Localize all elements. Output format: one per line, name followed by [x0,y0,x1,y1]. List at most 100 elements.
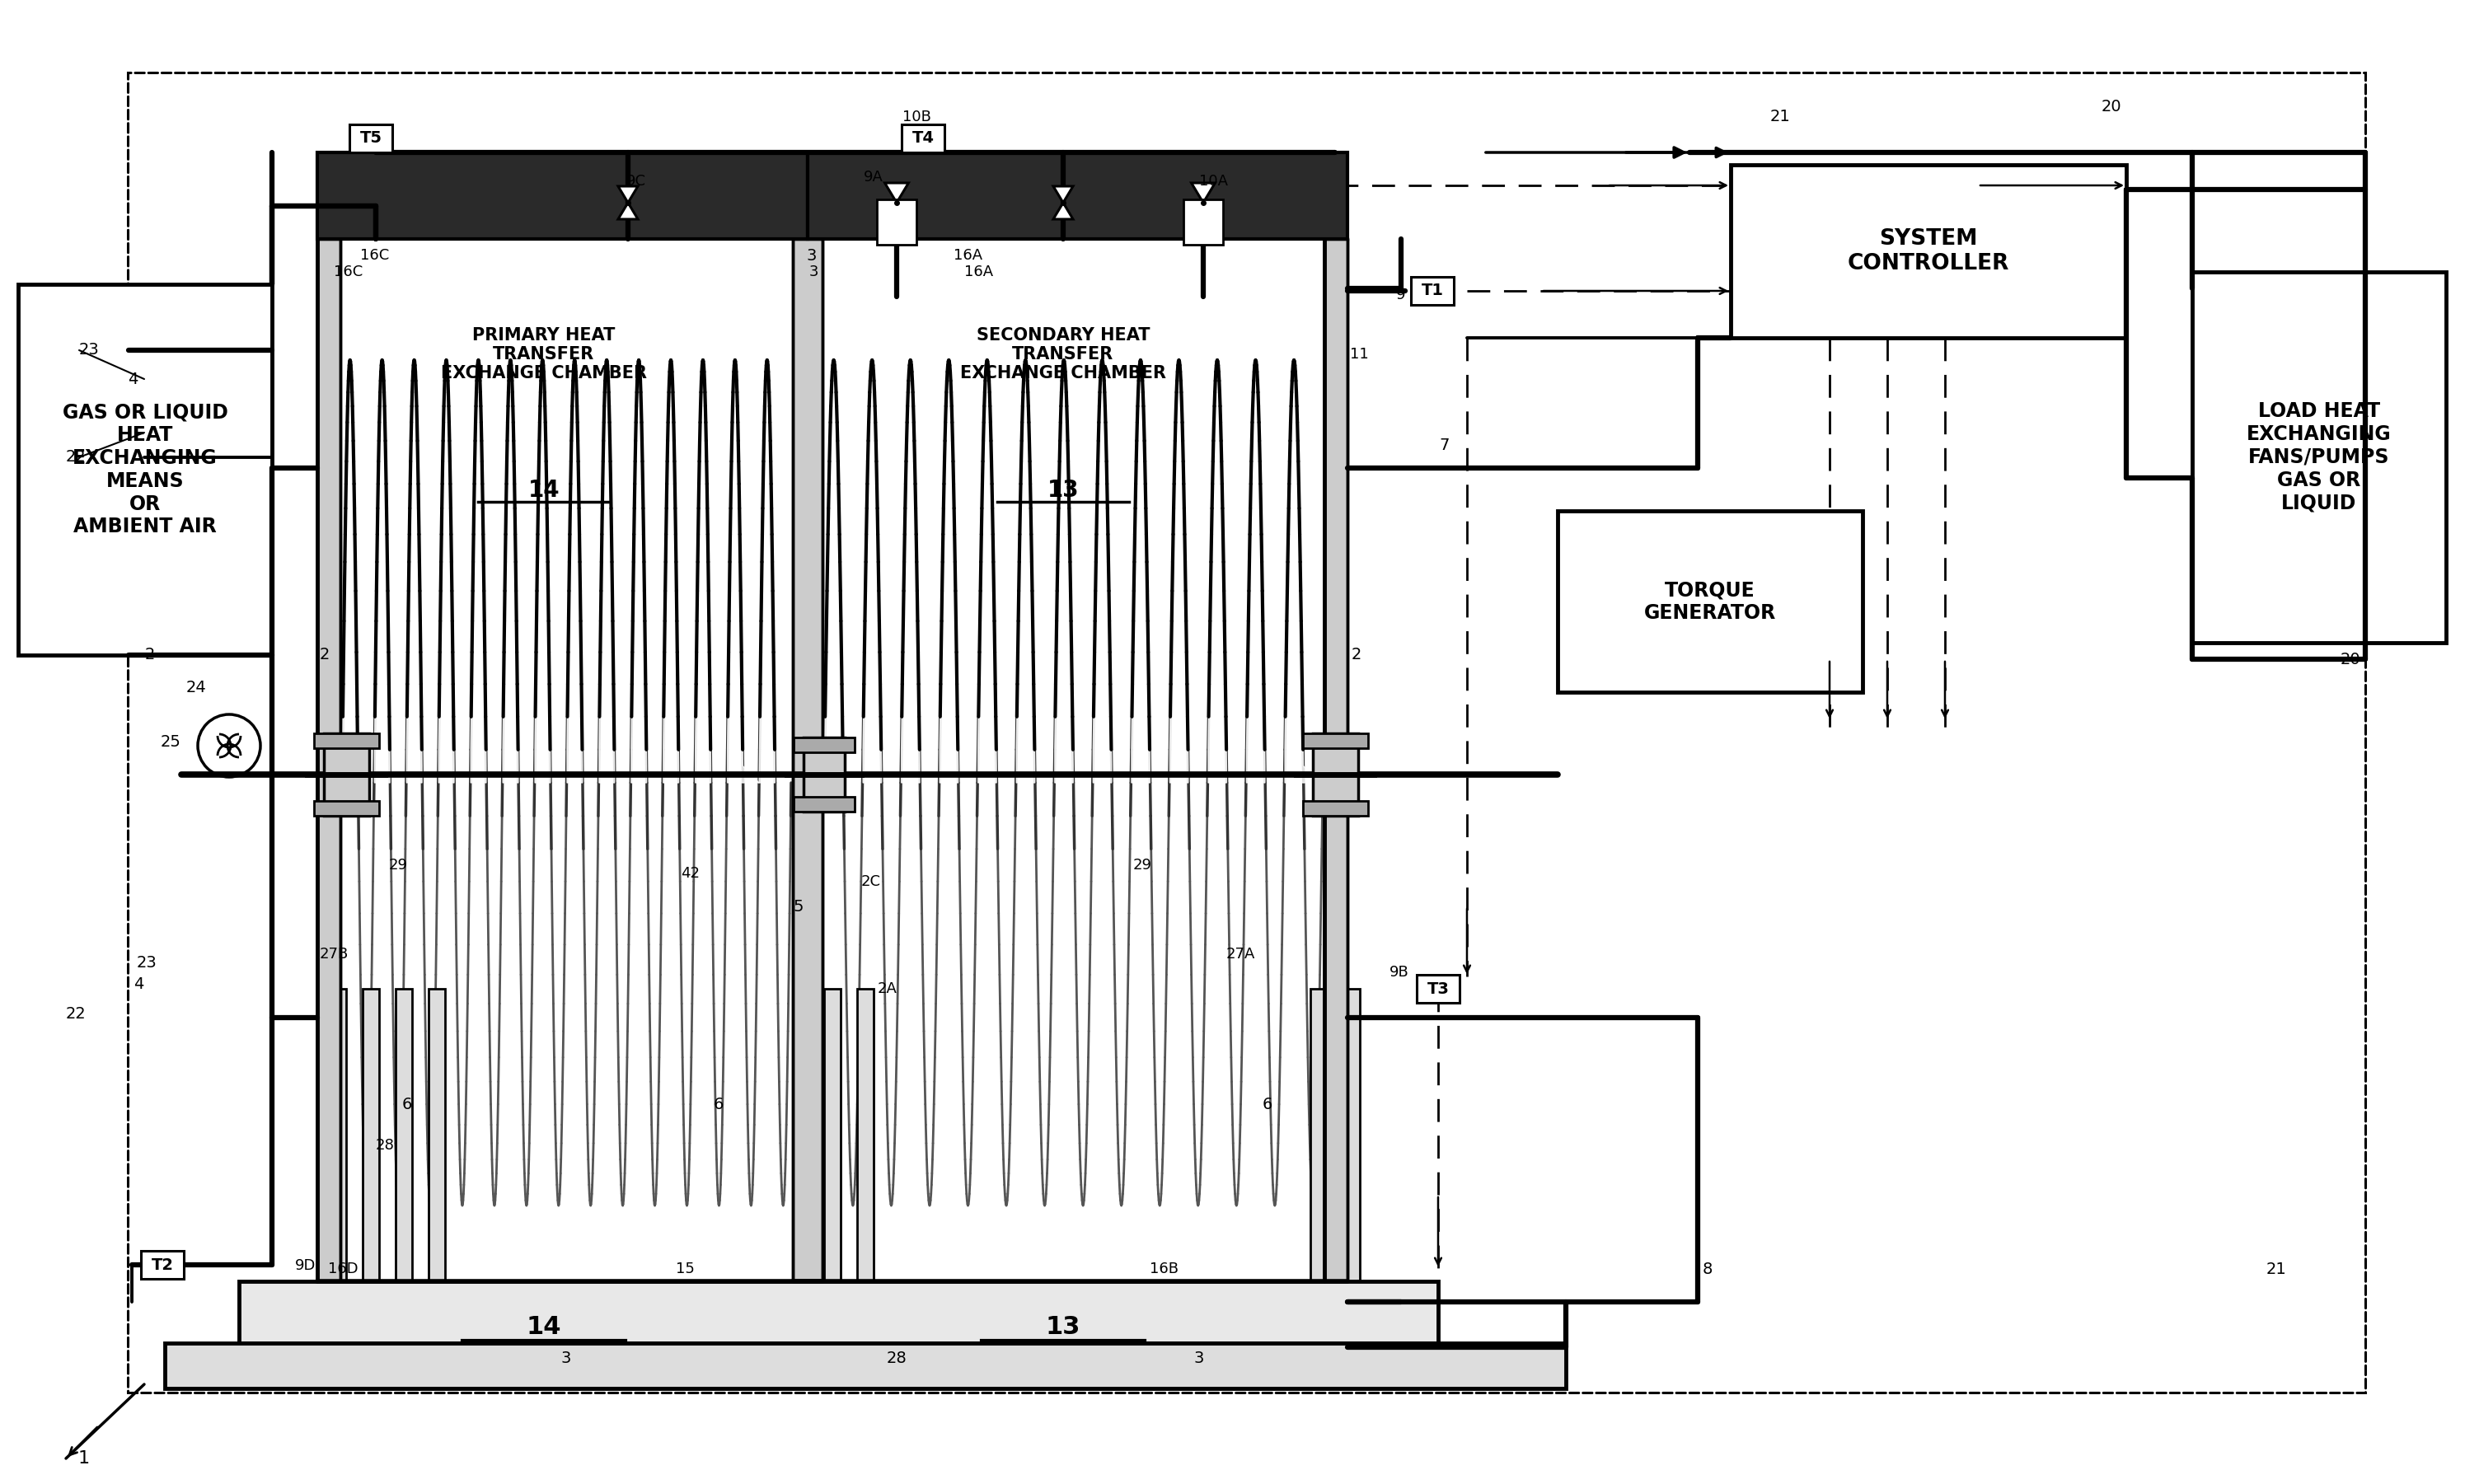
Polygon shape [885,183,907,203]
Text: 15: 15 [677,1261,694,1276]
Text: 20: 20 [2102,99,2122,114]
Bar [129,73,2365,1392]
Text: 3: 3 [808,264,818,279]
Text: 23: 23 [79,343,99,358]
Text: 2: 2 [1351,647,1361,663]
Polygon shape [471,361,486,782]
Text: 16A: 16A [964,264,994,279]
Text: 2: 2 [320,647,330,663]
Text: 16C: 16C [359,248,389,263]
Text: 29: 29 [389,858,409,873]
Bar [1314,733,1358,816]
Bar [1344,988,1361,1281]
Bar [317,239,340,1281]
Bar [1416,975,1460,1003]
Bar [362,988,379,1281]
Text: 3: 3 [560,1350,570,1365]
Text: T5: T5 [359,131,382,147]
Text: SYSTEM
CONTROLLER: SYSTEM CONTROLLER [1847,229,2010,275]
Bar [1730,165,2127,338]
Text: 27B: 27B [320,947,350,962]
Polygon shape [600,361,615,782]
Text: 22: 22 [67,1006,87,1021]
Bar [1311,988,1326,1281]
Polygon shape [759,361,776,782]
Text: T1: T1 [1420,283,1443,298]
Text: PRIMARY HEAT
TRANSFER
EXCHANGE CHAMBER: PRIMARY HEAT TRANSFER EXCHANGE CHAMBER [441,326,647,381]
Bar [808,153,1349,239]
Text: 3: 3 [806,248,818,263]
Polygon shape [694,361,711,782]
Text: 10A: 10A [1200,174,1227,188]
Bar [429,988,446,1281]
Polygon shape [1016,361,1034,782]
Bar [793,797,855,812]
Polygon shape [1054,361,1073,782]
Polygon shape [1192,203,1215,223]
Text: 6: 6 [402,1097,412,1112]
Bar [1411,278,1453,304]
Text: 21: 21 [2266,1261,2286,1276]
Polygon shape [342,361,357,782]
Text: 14: 14 [528,479,560,502]
Polygon shape [1207,361,1227,782]
Bar [315,801,379,816]
Text: 9: 9 [1396,288,1406,303]
Bar [1304,733,1368,748]
Text: 2C: 2C [860,874,880,889]
Text: 10B: 10B [902,110,932,125]
Text: 22: 22 [67,450,87,464]
Polygon shape [863,361,883,782]
Bar [823,988,840,1281]
Bar [325,733,369,816]
Text: 28: 28 [377,1138,394,1153]
Bar [793,738,855,752]
Text: 28: 28 [887,1350,907,1365]
Polygon shape [1130,361,1150,782]
Bar [164,1343,1567,1389]
Polygon shape [407,361,421,782]
Bar [803,738,845,812]
Text: 16D: 16D [327,1261,357,1276]
Text: 16B: 16B [1150,1261,1178,1276]
Polygon shape [885,203,907,223]
Bar [17,285,273,654]
Text: 16C: 16C [335,264,362,279]
Bar [317,153,808,239]
Text: 21: 21 [1770,110,1790,125]
Text: 5: 5 [793,898,803,914]
Polygon shape [503,361,518,782]
Text: 16A: 16A [954,248,982,263]
Text: 8: 8 [1703,1261,1713,1276]
Text: 7: 7 [1438,438,1450,453]
Polygon shape [1192,183,1215,203]
Bar [2191,272,2447,643]
Polygon shape [826,361,843,782]
Text: 23: 23 [136,954,156,971]
Polygon shape [439,361,454,782]
Text: 9D: 9D [295,1258,315,1273]
Text: 3: 3 [1192,1350,1202,1365]
Polygon shape [568,361,583,782]
Bar [793,239,823,1281]
Text: 1: 1 [79,1450,89,1466]
Text: 4: 4 [129,371,139,387]
Text: TORQUE
GENERATOR: TORQUE GENERATOR [1644,580,1775,623]
Text: 6: 6 [714,1097,724,1112]
Bar [141,1251,183,1279]
Bar [902,125,944,153]
Bar [330,988,347,1281]
Polygon shape [374,361,389,782]
Bar [397,988,412,1281]
Bar [238,1281,1438,1343]
Text: 20: 20 [2340,651,2360,666]
Bar [858,988,873,1281]
Text: 27A: 27A [1227,947,1254,962]
Polygon shape [1054,203,1073,220]
Polygon shape [902,361,920,782]
Polygon shape [1247,361,1264,782]
Polygon shape [940,361,957,782]
Bar [1182,199,1222,245]
Polygon shape [1284,361,1324,782]
Bar [350,125,392,153]
